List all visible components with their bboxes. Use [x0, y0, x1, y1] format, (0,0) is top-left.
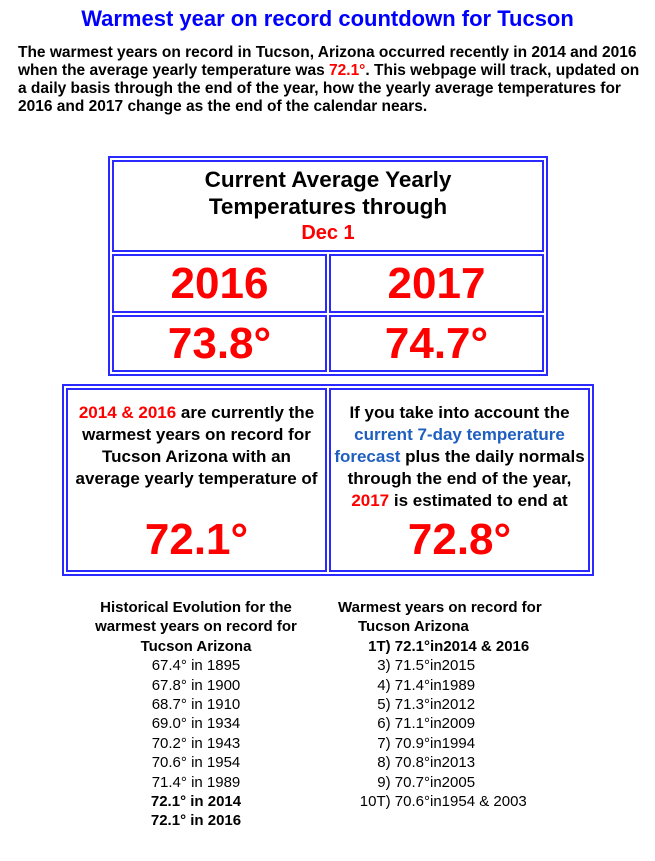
rank-year: in2014 & 2016	[430, 637, 530, 655]
historical-evolution-list: Historical Evolution for the warmest yea…	[82, 598, 310, 831]
rank-value: 5) 71.3°	[377, 696, 430, 714]
rank-year: in2009	[430, 715, 476, 733]
rank-year: in1994	[430, 734, 476, 752]
year-2016-cell: 2016	[112, 254, 327, 313]
list-item: 8) 70.8° in2013	[330, 753, 580, 772]
rank-value: 10T) 70.6°	[359, 793, 430, 811]
record-holders-text: 2014 & 2016 are currently the warmest ye…	[68, 390, 325, 510]
list-item: 3) 71.5° in2015	[330, 656, 580, 675]
record-value: 72.1°	[144, 515, 249, 564]
estimate-cell: If you take into account the current 7-d…	[329, 388, 590, 572]
rank-value: 1T) 72.1°	[368, 637, 430, 655]
current-averages-table: Current Average Yearly Temperatures thro…	[108, 156, 548, 376]
intro-text-before: The warmest years on record in Tucson, A…	[18, 44, 637, 79]
list-item: 70.6° in 1954	[151, 754, 241, 772]
list-item: 4) 71.4° in1989	[330, 676, 580, 695]
list-item: 7) 70.9° in1994	[330, 734, 580, 753]
rank-year: in2013	[430, 754, 476, 772]
rank-value: 4) 71.4°	[377, 676, 430, 694]
current-heading-line1: Current Average Yearly	[204, 166, 452, 192]
rank-year: in2015	[430, 657, 476, 675]
record-years: 2014 & 2016	[78, 403, 177, 422]
historical-heading-1: Historical Evolution for the	[100, 599, 292, 616]
temp-2017-cell: 74.7°	[328, 315, 544, 372]
historical-heading-3: Tucson Arizona	[140, 637, 252, 655]
record-holders-desc: are currently the warmest years on recor…	[75, 403, 318, 488]
page-title: Warmest year on record countdown for Tuc…	[81, 6, 574, 31]
intro-text-after: . This webpage will track, updated on a …	[18, 62, 640, 115]
rank-value: 9) 70.7°	[377, 773, 430, 791]
rank-year: in1989	[430, 676, 476, 694]
list-item: 10T) 70.6° in1954 & 2003	[330, 792, 580, 811]
list-item: 67.8° in 1900	[151, 676, 241, 694]
list-item: 1T) 72.1° in2014 & 2016	[330, 637, 580, 656]
estimate-value: 72.8°	[407, 515, 512, 564]
list-item: 6) 71.1° in2009	[330, 714, 580, 733]
records-table: 2014 & 2016 are currently the warmest ye…	[62, 384, 594, 576]
list-item: 70.2° in 1943	[151, 734, 241, 752]
list-item: 9) 70.7° in2005	[330, 773, 580, 792]
list-item: 68.7° in 1910	[151, 696, 241, 714]
forecast-link[interactable]: current 7-day temperature forecast	[334, 425, 565, 466]
current-heading-cell: Current Average Yearly Temperatures thro…	[112, 160, 544, 252]
warmest-years-list: Warmest years on record for Tucson Arizo…	[330, 598, 580, 811]
rank-year: in2012	[430, 696, 476, 714]
estimate-text-2: plus the daily normals through the end o…	[347, 447, 585, 488]
rank-value: 6) 71.1°	[377, 715, 430, 733]
rank-year: in2005	[430, 773, 476, 791]
warmest-heading-2: Tucson Arizona	[358, 618, 469, 636]
list-item: 5) 71.3° in2012	[330, 695, 580, 714]
estimate-text-1: If you take into account the	[349, 403, 570, 422]
intro-record-temp: 72.1°	[329, 62, 366, 79]
list-item: 71.4° in 1989	[151, 773, 241, 791]
list-item: 69.0° in 1934	[151, 715, 241, 733]
current-heading-line2: Temperatures through	[208, 193, 448, 219]
rank-value: 3) 71.5°	[377, 657, 430, 675]
historical-heading-2: warmest years on record for	[95, 618, 297, 636]
estimate-year: 2017	[351, 491, 390, 510]
estimate-text-3: is estimated to end at	[389, 491, 568, 510]
warmest-heading-1: Warmest years on record for	[338, 599, 542, 616]
year-2017-cell: 2017	[328, 254, 544, 313]
rank-value: 7) 70.9°	[377, 734, 430, 752]
list-item: 72.1° in 2014	[150, 793, 242, 811]
rank-value: 8) 70.8°	[377, 754, 430, 772]
list-item: 72.1° in 2016	[150, 812, 242, 830]
current-date: Dec 1	[301, 221, 355, 244]
list-item: 67.4° in 1895	[151, 657, 241, 675]
intro-paragraph: The warmest years on record in Tucson, A…	[18, 44, 643, 116]
rank-year: in1954 & 2003	[430, 793, 527, 811]
estimate-text: If you take into account the current 7-d…	[331, 390, 588, 510]
record-holders-cell: 2014 & 2016 are currently the warmest ye…	[66, 388, 327, 572]
temp-2016-cell: 73.8°	[112, 315, 327, 372]
